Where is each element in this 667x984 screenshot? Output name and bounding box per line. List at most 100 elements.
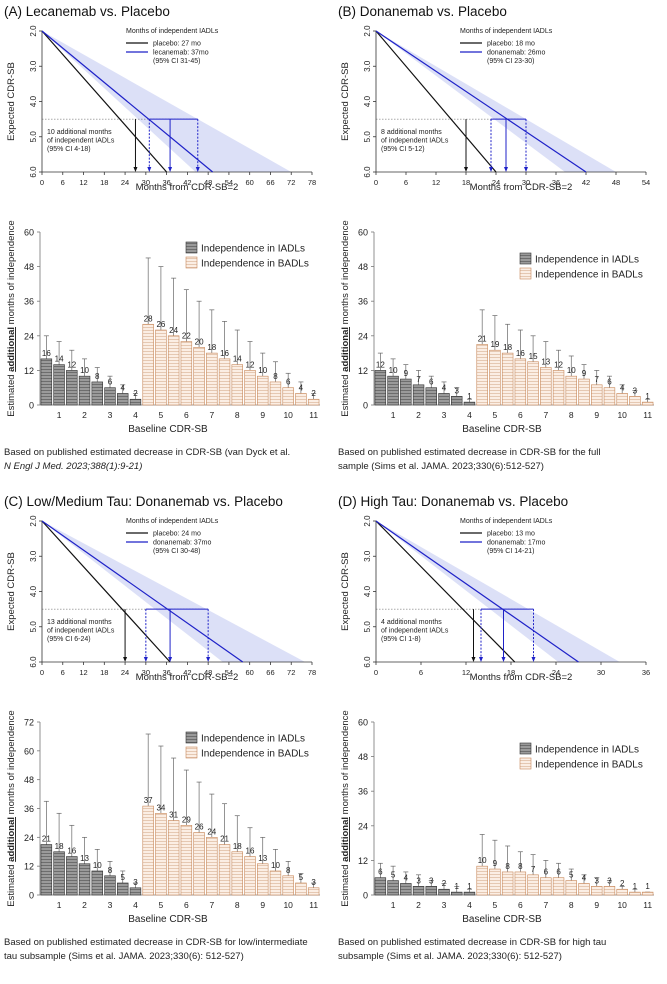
line-x-tick-label: 30: [522, 178, 530, 187]
line-y-tick-label: 4.0: [29, 585, 38, 597]
badl-bar-value-label: 6: [556, 868, 561, 877]
legend-iadl-swatch: [185, 731, 198, 744]
legend-badl-label: Independence in BADLs: [535, 760, 643, 771]
iadl-bar-value-label: 4: [404, 873, 409, 882]
badl-bar-value-label: 19: [490, 340, 499, 349]
bar-x-tick-label: 9: [260, 900, 265, 910]
line-annotation-line: (95% CI 6-24): [47, 636, 91, 643]
iadl-bar: [425, 886, 437, 896]
placebo-line: [375, 520, 516, 663]
line-x-tick-label: 12: [79, 178, 87, 187]
placebo-arrow-head: [123, 657, 128, 662]
bar-x-tick-label: 4: [467, 900, 472, 910]
iadl-bar: [53, 364, 65, 406]
badl-bar-value-label: 4: [620, 383, 625, 392]
iadl-bar: [66, 370, 78, 406]
badl-bar-value-label: 9: [582, 369, 587, 378]
iadl-bar-value-label: 1: [455, 882, 460, 891]
line-y-tick-label: 3.0: [363, 550, 372, 562]
badl-bar-value-label: 12: [246, 360, 255, 369]
panel-caption-line: subsample (Sims et al. JAMA. 2023;330(6)…: [338, 951, 562, 962]
panel-caption-line: Based on published estimated decrease in…: [4, 447, 290, 458]
badl-bar: [501, 352, 514, 406]
bar-x-tick-label: 4: [133, 410, 138, 420]
badl-bar-value-label: 15: [529, 352, 538, 361]
iadl-bar-value-label: 21: [42, 835, 51, 844]
iadl-bar-value-label: 16: [67, 847, 76, 856]
iadl-bar-value-label: 10: [93, 861, 102, 870]
badl-bar: [282, 875, 294, 896]
bar-y-tick-label: 12: [358, 366, 368, 376]
line-x-tick-label: 66: [266, 178, 274, 187]
panel-b-svg: (B) Donanemab vs. Placebo 2.0 3.0 4.0 5.0 6.0…: [338, 4, 654, 472]
badl-bar: [616, 888, 628, 896]
badl-bar-value-label: 21: [478, 334, 487, 343]
bar-y-axis-label-part: months of independence: [6, 220, 17, 327]
line-y-tick-label: 3.0: [29, 550, 38, 562]
iadl-bar: [129, 398, 142, 406]
panel-title: (B) Donanemab vs. Placebo: [338, 4, 507, 19]
badl-bar-value-label: 3: [311, 878, 316, 887]
iadl-bar-value-label: 1: [467, 882, 472, 891]
badl-bar-value-label: 16: [516, 349, 525, 358]
line-x-tick-label: 54: [225, 668, 233, 677]
badl-bar-value-label: 28: [144, 314, 153, 323]
badl-bar: [218, 358, 231, 406]
legend-drug-label: donanemab: 26mo: [487, 50, 545, 57]
bar-y-tick-label: 12: [24, 862, 34, 872]
line-x-tick-label: 42: [183, 668, 191, 677]
bar-y-tick-label: 36: [24, 804, 34, 814]
legend-ci-label: (95% CI 31-45): [153, 58, 200, 65]
ci-high-arrow-head: [531, 657, 536, 662]
ci-shaded-region: [376, 521, 620, 662]
bar-y-tick-label: 0: [363, 401, 368, 411]
badl-bar-value-label: 13: [541, 358, 550, 367]
bar-x-tick-label: 10: [617, 900, 627, 910]
line-x-tick-label: 36: [552, 178, 560, 187]
iadl-bar-value-label: 9: [404, 369, 409, 378]
bar-x-axis-label: Baseline CDR-SB: [462, 914, 542, 925]
legend-badl-label: Independence in BADLs: [535, 270, 643, 281]
bar-x-tick-label: 4: [133, 900, 138, 910]
bar-y-tick-label: 60: [24, 746, 34, 756]
bar-x-tick-label: 9: [260, 410, 265, 420]
line-x-tick-label: 78: [308, 178, 316, 187]
badl-bar: [540, 877, 552, 896]
bar-x-tick-label: 8: [569, 900, 574, 910]
badl-bar: [527, 361, 539, 406]
iadl-bar-value-label: 8: [95, 372, 100, 381]
legend-ci-label: (95% CI 23-30): [487, 58, 534, 65]
iadl-bar: [425, 387, 437, 406]
badl-bar: [578, 378, 590, 406]
badl-bar-value-label: 26: [195, 823, 204, 832]
line-annotation-line: 4 additional months: [381, 619, 442, 626]
legend-drug-label: donanemab: 37mo: [153, 540, 211, 547]
line-y-tick-label: 6.0: [29, 656, 38, 668]
bar-y-tick-label: 12: [24, 366, 34, 376]
iadl-bar: [463, 891, 476, 896]
iadl-bar: [40, 358, 53, 406]
line-y-tick-label: 2.0: [29, 25, 38, 37]
bar-y-tick-label: 24: [24, 331, 34, 341]
bar-x-tick-label: 4: [467, 410, 472, 420]
bar-x-tick-label: 10: [283, 410, 293, 420]
line-y-tick-label: 4.0: [363, 95, 372, 107]
legend-iadl-swatch: [519, 742, 532, 755]
line-x-tick-label: 24: [121, 178, 129, 187]
badl-bar-value-label: 5: [299, 873, 304, 882]
badl-bar-value-label: 37: [144, 796, 153, 805]
line-x-axis-label: Months from CDR-SB=2: [470, 672, 573, 683]
iadl-bar-value-label: 13: [80, 854, 89, 863]
badl-bar: [295, 882, 307, 896]
legend-placebo-label: placebo: 27 mo: [153, 41, 201, 48]
badl-bar-value-label: 8: [286, 866, 291, 875]
line-x-tick-label: 0: [40, 668, 44, 677]
badl-bar-value-label: 21: [220, 835, 229, 844]
line-y-axis-label: Expected CDR-SB: [340, 62, 351, 141]
bar-x-tick-label: 3: [108, 410, 113, 420]
bar-y-axis-label: Estimated additional months of independe…: [340, 710, 351, 906]
badl-bar: [218, 844, 231, 896]
line-y-axis-label: Expected CDR-SB: [340, 552, 351, 631]
bar-x-tick-label: 5: [493, 410, 498, 420]
badl-bar-value-label: 4: [582, 873, 587, 882]
